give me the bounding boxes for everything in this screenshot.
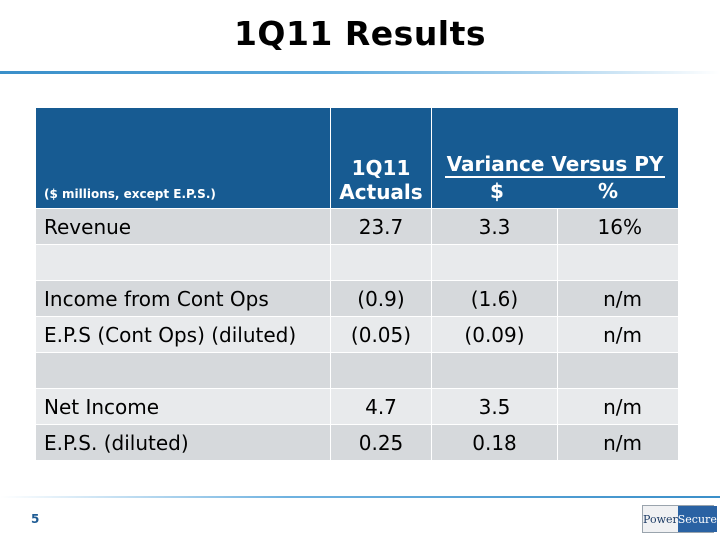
row-label: Revenue <box>36 208 330 244</box>
variance-dollar-cell: (1.6) <box>431 280 557 316</box>
variance-percent-cell: 16% <box>557 208 678 244</box>
variance-dollar-cell <box>431 352 557 388</box>
variance-dollar-cell: 3.5 <box>431 388 557 424</box>
variance-dollar-header: $ <box>490 179 504 203</box>
variance-percent-cell: n/m <box>557 388 678 424</box>
logo-text-left: Power <box>643 506 678 532</box>
results-table: ($ millions, except E.P.S.) 1Q11 Actuals… <box>36 108 678 460</box>
table-row: E.P.S. (diluted) 0.25 0.18 n/m <box>36 424 678 460</box>
variance-dollar-cell: (0.09) <box>431 316 557 352</box>
table-row: Income from Cont Ops (0.9) (1.6) n/m <box>36 280 678 316</box>
row-label: E.P.S. (diluted) <box>36 424 330 460</box>
actuals-cell: (0.9) <box>330 280 431 316</box>
company-logo: Power Secure <box>642 505 717 533</box>
table-row: Net Income 4.7 3.5 n/m <box>36 388 678 424</box>
actuals-cell <box>330 352 431 388</box>
row-label: Income from Cont Ops <box>36 280 330 316</box>
variance-percent-cell: n/m <box>557 424 678 460</box>
variance-percent-cell <box>557 244 678 280</box>
variance-column-header: Variance Versus PY $ % <box>431 108 678 208</box>
actuals-column-header: 1Q11 Actuals <box>330 108 431 208</box>
row-label <box>36 244 330 280</box>
table-row <box>36 244 678 280</box>
row-label: E.P.S (Cont Ops) (diluted) <box>36 316 330 352</box>
row-label <box>36 352 330 388</box>
actuals-cell: (0.05) <box>330 316 431 352</box>
page-number: 5 <box>31 512 40 526</box>
title-divider <box>0 71 720 74</box>
table-row: E.P.S (Cont Ops) (diluted) (0.05) (0.09)… <box>36 316 678 352</box>
actuals-cell: 0.25 <box>330 424 431 460</box>
variance-dollar-cell: 0.18 <box>431 424 557 460</box>
logo-text-right: Secure <box>677 506 717 532</box>
variance-percent-header: % <box>597 179 618 203</box>
actuals-cell <box>330 244 431 280</box>
footer-divider <box>0 496 720 498</box>
slide-title: 1Q11 Results <box>233 14 487 53</box>
variance-dollar-cell: 3.3 <box>431 208 557 244</box>
table-row: Revenue 23.7 3.3 16% <box>36 208 678 244</box>
variance-title: Variance Versus PY <box>444 152 666 178</box>
table-row <box>36 352 678 388</box>
actuals-cell: 4.7 <box>330 388 431 424</box>
variance-percent-cell <box>557 352 678 388</box>
variance-percent-cell: n/m <box>557 316 678 352</box>
actuals-cell: 23.7 <box>330 208 431 244</box>
variance-dollar-cell <box>431 244 557 280</box>
table-header-row: ($ millions, except E.P.S.) 1Q11 Actuals… <box>36 108 678 208</box>
row-label: Net Income <box>36 388 330 424</box>
variance-percent-cell: n/m <box>557 280 678 316</box>
units-note: ($ millions, except E.P.S.) <box>36 108 330 208</box>
